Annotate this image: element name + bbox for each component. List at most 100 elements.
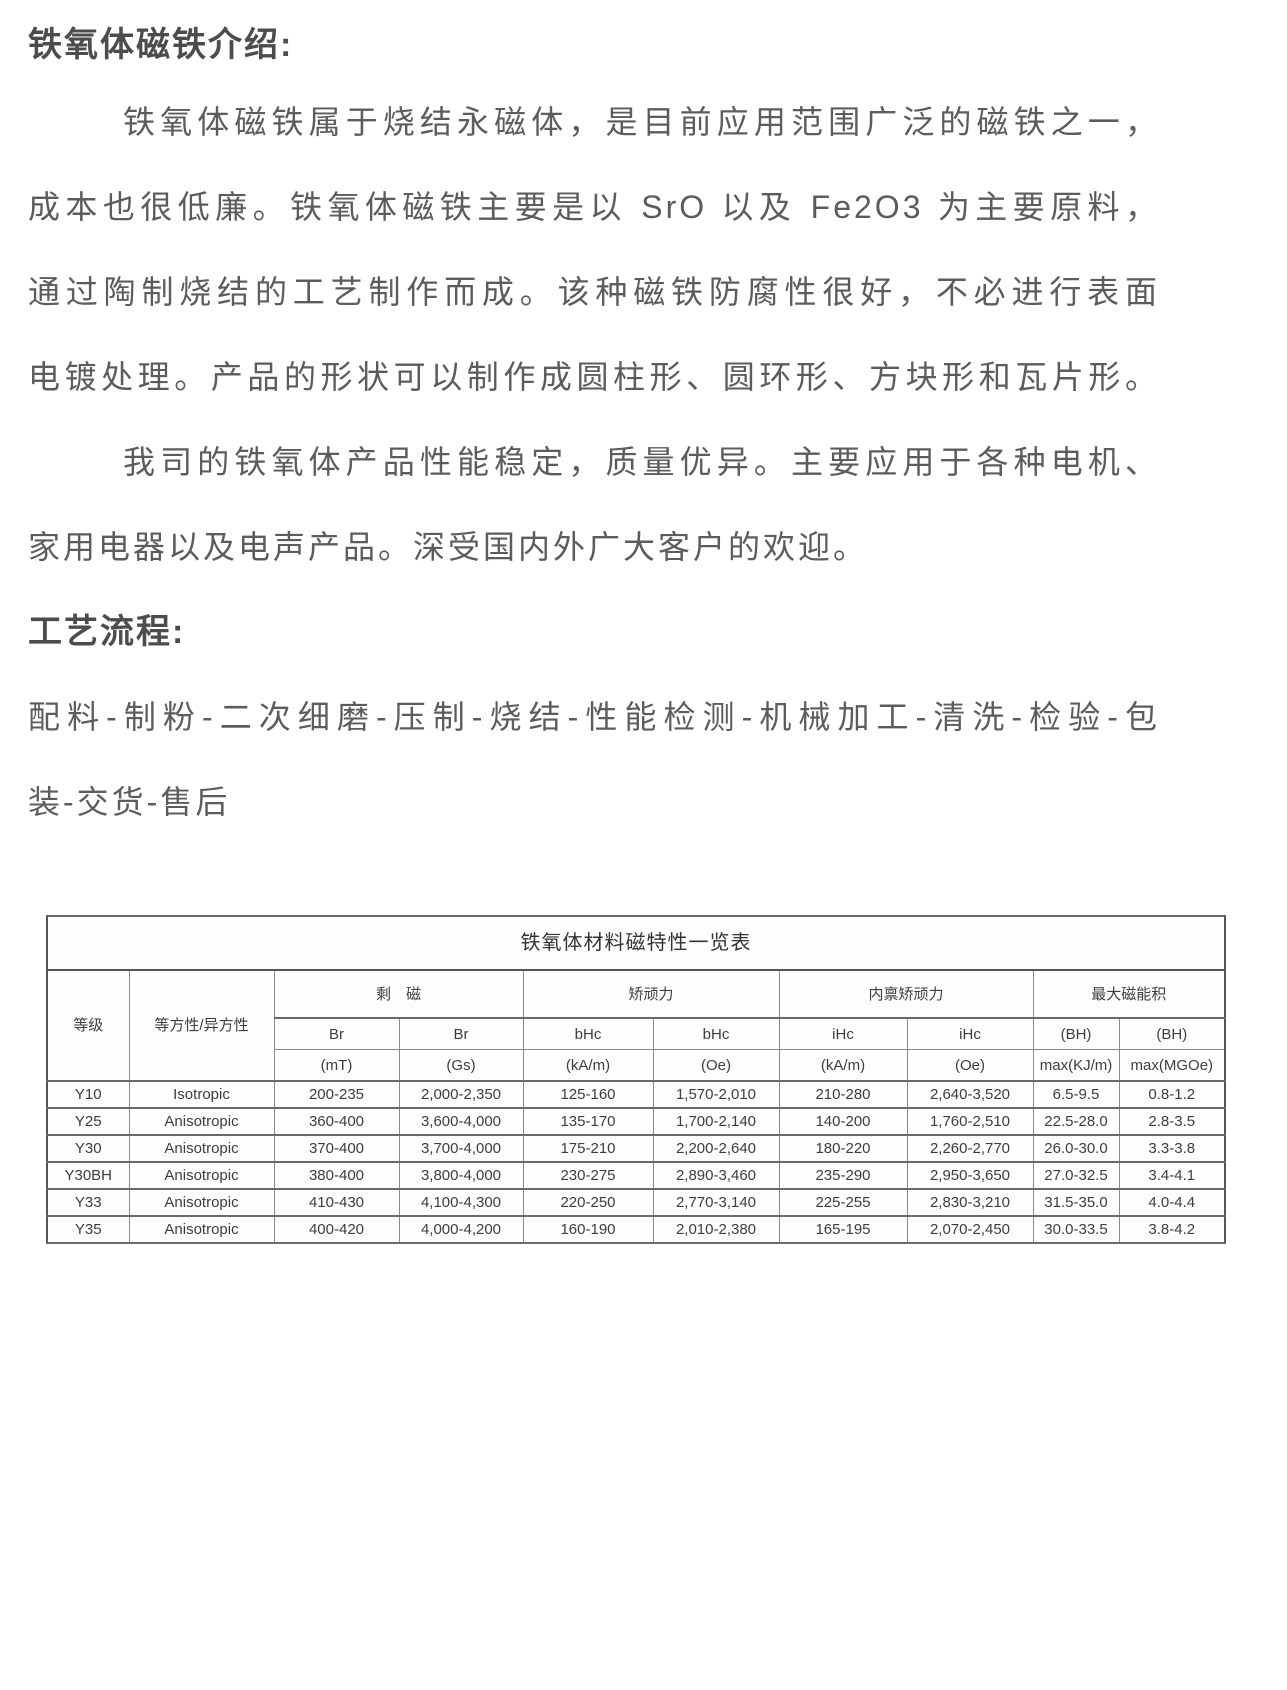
- table-cell: 1,570-2,010: [652, 1080, 780, 1109]
- table-cell: Anisotropic: [128, 1107, 275, 1136]
- unit-header: (Oe): [652, 1049, 780, 1082]
- table-cell: 1,700-2,140: [652, 1107, 780, 1136]
- sub-header: iHc: [778, 1017, 908, 1050]
- table-cell: Anisotropic: [128, 1188, 275, 1217]
- table-cell: 3,800-4,000: [398, 1161, 524, 1190]
- table-cell: 2,200-2,640: [652, 1134, 780, 1163]
- table-cell: 26.0-30.0: [1032, 1134, 1120, 1163]
- table-cell: 4,100-4,300: [398, 1188, 524, 1217]
- sub-header: (BH): [1032, 1017, 1120, 1050]
- process-flow-line: 配料-制粉-二次细磨-压制-烧结-性能检测-机械加工-清洗-检验-包: [28, 699, 1160, 735]
- table-cell: 360-400: [273, 1107, 400, 1136]
- group-header-intrinsic-coercivity: 内禀矫顽力: [778, 969, 1034, 1019]
- sub-header: Br: [398, 1017, 524, 1050]
- table-cell: Anisotropic: [128, 1161, 275, 1190]
- table-cell: 1,760-2,510: [906, 1107, 1034, 1136]
- process-heading: 工艺流程:: [28, 613, 186, 651]
- table-unit-row: (mT) (Gs) (kA/m) (Oe) (kA/m) (Oe) max(KJ…: [47, 1049, 1226, 1082]
- table-cell: 230-275: [522, 1161, 654, 1190]
- unit-header: (Gs): [398, 1049, 524, 1082]
- table-row: Y33 Anisotropic 410-430 4,100-4,300 220-…: [46, 1188, 1226, 1217]
- unit-header: max(KJ/m): [1032, 1049, 1120, 1082]
- table-row: Y30 Anisotropic 370-400 3,700-4,000 175-…: [46, 1134, 1226, 1163]
- table-cell: Isotropic: [128, 1080, 275, 1109]
- sub-header: bHc: [522, 1017, 654, 1050]
- table-cell: Y10: [46, 1080, 130, 1109]
- table-cell: 2,070-2,450: [906, 1215, 1034, 1244]
- table-cell: 3.3-3.8: [1118, 1134, 1226, 1163]
- table-cell: 4,000-4,200: [398, 1215, 524, 1244]
- table-cell: 0.8-1.2: [1118, 1080, 1226, 1109]
- table-cell: 2,000-2,350: [398, 1080, 524, 1109]
- table-cell: 165-195: [778, 1215, 908, 1244]
- table-cell: 31.5-35.0: [1032, 1188, 1120, 1217]
- paragraph-line: 成本也很低廉。铁氧体磁铁主要是以 SrO 以及 Fe2O3 为主要原料，: [28, 189, 1160, 225]
- col-header-isotropy: 等方性/异方性: [128, 969, 275, 1082]
- table-cell: 380-400: [273, 1161, 400, 1190]
- table-cell: 2,890-3,460: [652, 1161, 780, 1190]
- table-cell: 3.8-4.2: [1118, 1215, 1226, 1244]
- document-page: 铁氧体磁铁介绍: 铁氧体磁铁属于烧结永磁体，是目前应用范围广泛的磁铁之一， 成本…: [28, 26, 1287, 1244]
- sub-header: Br: [273, 1017, 400, 1050]
- unit-header: (kA/m): [778, 1049, 908, 1082]
- table-cell: 200-235: [273, 1080, 400, 1109]
- table-cell: 2,770-3,140: [652, 1188, 780, 1217]
- process-flow-line: 装-交货-售后: [28, 784, 231, 820]
- table-title-row: 铁氧体材料磁特性一览表: [46, 915, 1226, 971]
- table-cell: Y30BH: [46, 1161, 130, 1190]
- table-row: Y25 Anisotropic 360-400 3,600-4,000 135-…: [46, 1107, 1226, 1136]
- unit-header: (kA/m): [522, 1049, 654, 1082]
- table-cell: 3,600-4,000: [398, 1107, 524, 1136]
- table-cell: 235-290: [778, 1161, 908, 1190]
- table-cell: 125-160: [522, 1080, 654, 1109]
- table-cell: 135-170: [522, 1107, 654, 1136]
- spec-table-wrapper: 铁氧体材料磁特性一览表 等级 等方性/异方性 剩 磁 矫顽力 内禀矫顽力 最大磁…: [46, 915, 1287, 1244]
- table-subheader-row: Br Br bHc bHc iHc iHc (BH) (BH): [47, 1017, 1226, 1050]
- table-cell: 30.0-33.5: [1032, 1215, 1120, 1244]
- intro-paragraph-2: 我司的铁氧体产品性能稳定，质量优异。主要应用于各种电机、 家用电器以及电声产品。…: [28, 420, 1160, 590]
- process-flow-paragraph: 配料-制粉-二次细磨-压制-烧结-性能检测-机械加工-清洗-检验-包 装-交货-…: [28, 675, 1160, 845]
- sub-header: bHc: [652, 1017, 780, 1050]
- paragraph-line: 铁氧体磁铁属于烧结永磁体，是目前应用范围广泛的磁铁之一，: [123, 104, 1160, 140]
- table-cell: 2,950-3,650: [906, 1161, 1034, 1190]
- table-cell: 2,640-3,520: [906, 1080, 1034, 1109]
- table-cell: Y33: [46, 1188, 130, 1217]
- table-cell: 225-255: [778, 1188, 908, 1217]
- table-cell: 210-280: [778, 1080, 908, 1109]
- table-cell: 2,830-3,210: [906, 1188, 1034, 1217]
- unit-header: max(MGOe): [1118, 1049, 1226, 1082]
- spec-table: 铁氧体材料磁特性一览表 等级 等方性/异方性 剩 磁 矫顽力 内禀矫顽力 最大磁…: [46, 915, 1227, 1244]
- table-cell: 3,700-4,000: [398, 1134, 524, 1163]
- paragraph-line: 通过陶制烧结的工艺制作而成。该种磁铁防腐性很好，不必进行表面: [28, 274, 1160, 310]
- sub-header: (BH): [1118, 1017, 1226, 1050]
- paragraph-line: 家用电器以及电声产品。深受国内外广大客户的欢迎。: [28, 529, 869, 565]
- paragraph-line: 电镀处理。产品的形状可以制作成圆柱形、圆环形、方块形和瓦片形。: [28, 359, 1160, 395]
- unit-header: (Oe): [906, 1049, 1034, 1082]
- table-cell: Anisotropic: [128, 1215, 275, 1244]
- table-cell: 2,260-2,770: [906, 1134, 1034, 1163]
- table-title: 铁氧体材料磁特性一览表: [46, 915, 1226, 971]
- table-cell: 180-220: [778, 1134, 908, 1163]
- table-cell: 4.0-4.4: [1118, 1188, 1226, 1217]
- table-cell: 400-420: [273, 1215, 400, 1244]
- table-cell: Y30: [46, 1134, 130, 1163]
- table-cell: Anisotropic: [128, 1134, 275, 1163]
- table-row: Y30BH Anisotropic 380-400 3,800-4,000 23…: [46, 1161, 1226, 1190]
- intro-heading: 铁氧体磁铁介绍:: [28, 26, 294, 64]
- table-row: Y10 Isotropic 200-235 2,000-2,350 125-16…: [46, 1080, 1226, 1109]
- col-header-grade: 等级: [46, 969, 130, 1082]
- table-group-header-row: 等级 等方性/异方性 剩 磁 矫顽力 内禀矫顽力 最大磁能积: [46, 969, 1226, 1082]
- table-cell: 6.5-9.5: [1032, 1080, 1120, 1109]
- table-cell: Y25: [46, 1107, 130, 1136]
- table-cell: 140-200: [778, 1107, 908, 1136]
- table-cell: 370-400: [273, 1134, 400, 1163]
- table-row: Y35 Anisotropic 400-420 4,000-4,200 160-…: [46, 1215, 1226, 1244]
- table-cell: 220-250: [522, 1188, 654, 1217]
- table-cell: 410-430: [273, 1188, 400, 1217]
- table-cell: 175-210: [522, 1134, 654, 1163]
- table-cell: 160-190: [522, 1215, 654, 1244]
- paragraph-line: 我司的铁氧体产品性能稳定，质量优异。主要应用于各种电机、: [123, 444, 1160, 480]
- group-header-max-energy-product: 最大磁能积: [1032, 969, 1226, 1019]
- intro-paragraph-1: 铁氧体磁铁属于烧结永磁体，是目前应用范围广泛的磁铁之一， 成本也很低廉。铁氧体磁…: [28, 80, 1160, 420]
- table-cell: 22.5-28.0: [1032, 1107, 1120, 1136]
